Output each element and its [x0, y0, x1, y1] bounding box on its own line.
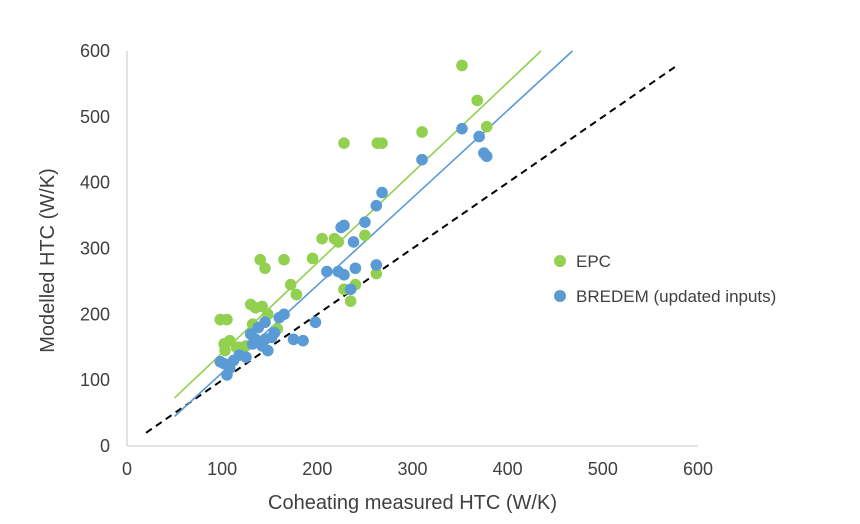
bredem-point	[297, 334, 309, 347]
legend-label-epc: EPC	[576, 252, 611, 271]
bredem-point	[349, 262, 362, 275]
bredem-point	[259, 333, 271, 346]
legend: EPC BREDEM (updated inputs)	[554, 252, 776, 306]
bredem-point	[240, 351, 252, 363]
x-tick-label: 600	[683, 459, 713, 479]
data-points	[214, 59, 493, 381]
y-tick-label: 400	[80, 173, 110, 193]
bredem-point	[344, 283, 357, 296]
epc-point	[332, 236, 345, 248]
bredem-point	[287, 333, 300, 346]
bredem-point	[480, 150, 493, 163]
y-tick-label: 200	[80, 304, 110, 324]
epc-point	[306, 252, 319, 265]
bredem-point	[456, 122, 468, 135]
bredem-point	[262, 344, 274, 357]
bredem-point	[370, 259, 383, 271]
epc-point	[221, 313, 233, 326]
epc-point	[254, 253, 267, 266]
y-tick-label: 0	[100, 436, 110, 456]
x-tick-label: 100	[207, 459, 237, 479]
epc-point	[456, 59, 468, 72]
epc-point	[370, 267, 383, 280]
y-tick-label: 600	[80, 41, 110, 61]
x-tick-label: 0	[122, 459, 132, 479]
legend-marker-bredem	[554, 290, 566, 302]
x-tick-label: 400	[493, 459, 523, 479]
axes	[126, 51, 698, 447]
bredem-point	[416, 153, 428, 166]
bredem-point	[473, 130, 485, 143]
bredem-point	[268, 326, 281, 339]
legend-marker-epc	[554, 255, 566, 267]
y-axis-title: Modelled HTC (W/K)	[37, 168, 59, 352]
epc-point	[290, 288, 303, 301]
bredem-point	[359, 216, 371, 228]
epc-point	[219, 344, 231, 357]
bredem-point	[370, 199, 383, 212]
epc-point	[259, 262, 271, 275]
x-tick-labels: 0 100 200 300 400 500 600	[122, 459, 713, 479]
epc-point	[416, 126, 428, 138]
bredem-point	[278, 308, 290, 321]
epc-point	[278, 253, 290, 266]
bredem-point	[321, 265, 333, 278]
bredem-point	[376, 186, 388, 199]
bredem-point	[246, 338, 259, 350]
bredem-point	[347, 236, 360, 248]
x-tick-label: 300	[397, 459, 427, 479]
epc-point	[359, 229, 371, 242]
x-tick-label: 500	[588, 459, 618, 479]
epc-point	[471, 94, 484, 107]
bredem-point	[227, 354, 240, 367]
epc-point	[344, 295, 357, 307]
x-axis-title: Coheating measured HTC (W/K)	[268, 492, 557, 514]
bredem-point	[338, 219, 350, 232]
y-tick-label: 500	[80, 107, 110, 127]
epc-point	[480, 120, 493, 133]
epc-point	[338, 137, 350, 149]
epc-point	[316, 232, 328, 245]
y-tick-labels: 0 100 200 300 400 500 600	[80, 41, 110, 456]
trendline-epc	[174, 50, 542, 399]
epc-point	[284, 278, 297, 291]
y-tick-label: 100	[80, 370, 110, 390]
bredem-point	[259, 316, 271, 329]
bredem-point	[309, 316, 322, 329]
bredem-point	[338, 269, 350, 281]
epc-point	[376, 137, 388, 149]
y-tick-label: 300	[80, 239, 110, 259]
x-tick-label: 200	[302, 459, 332, 479]
legend-label-bredem: BREDEM (updated inputs)	[576, 287, 776, 306]
